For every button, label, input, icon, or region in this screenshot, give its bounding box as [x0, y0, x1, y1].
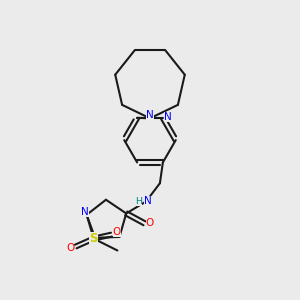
Text: N: N — [164, 112, 172, 122]
Text: N: N — [146, 110, 154, 120]
Text: O: O — [146, 218, 154, 228]
Text: O: O — [66, 244, 74, 254]
Text: H: H — [135, 196, 142, 206]
Text: N: N — [144, 196, 152, 206]
Text: S: S — [89, 232, 98, 245]
Text: N: N — [81, 207, 88, 217]
Text: O: O — [113, 227, 121, 237]
